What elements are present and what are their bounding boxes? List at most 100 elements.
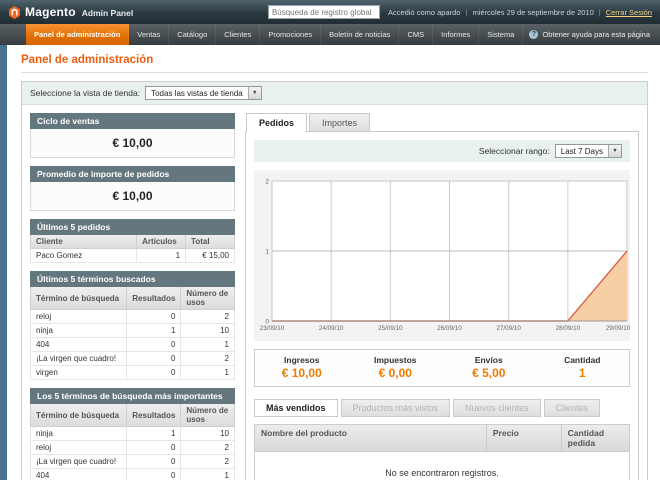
table-header-row: ClienteArtículosTotal bbox=[31, 235, 235, 249]
panel-title: Los 5 términos de búsqueda más important… bbox=[30, 388, 235, 404]
total-label: Cantidad bbox=[536, 355, 630, 365]
session-info: Accedió como apardo | miércoles 29 de se… bbox=[388, 8, 652, 17]
cell: 1 bbox=[127, 427, 181, 441]
column-header: Artículos bbox=[137, 235, 186, 249]
cell: 0 bbox=[127, 366, 181, 380]
panel-title: Últimos 5 pedidos bbox=[30, 219, 235, 235]
orders-chart: 01223/09/1024/09/1025/09/1026/09/1027/09… bbox=[254, 170, 630, 341]
cell: 0 bbox=[127, 310, 181, 324]
total-value: € 5,00 bbox=[442, 366, 536, 380]
nav-items: Panel de administraciónVentasCatálogoCli… bbox=[26, 24, 523, 45]
range-label: Seleccionar rango: bbox=[479, 146, 550, 156]
svg-text:25/09/10: 25/09/10 bbox=[378, 325, 403, 332]
svg-text:2: 2 bbox=[265, 179, 269, 186]
search-term-row[interactable]: ninja110 bbox=[31, 324, 235, 338]
cell: 404 bbox=[31, 469, 127, 480]
cell: 2 bbox=[181, 352, 235, 366]
sales-cycle-value: € 10,00 bbox=[30, 129, 235, 158]
report-tabs: Más vendidosProductos más vistosNuevos c… bbox=[254, 399, 630, 417]
nav-item-clientes[interactable]: Clientes bbox=[216, 24, 260, 45]
nav-item-cat-logo[interactable]: Catálogo bbox=[169, 24, 216, 45]
store-view-select[interactable]: Todas las vistas de tienda ▼ bbox=[145, 86, 262, 100]
orders-chart-svg: 01223/09/1024/09/1025/09/1026/09/1027/09… bbox=[256, 174, 634, 334]
tab-m-s-vendidos[interactable]: Más vendidos bbox=[254, 399, 338, 417]
column-header: Número de usos bbox=[181, 287, 235, 310]
total-ingresos: Ingresos€ 10,00 bbox=[255, 355, 349, 380]
tab-importes[interactable]: Importes bbox=[309, 113, 370, 131]
nav-item-promociones[interactable]: Promociones bbox=[260, 24, 321, 45]
search-term-row[interactable]: 40401 bbox=[31, 338, 235, 352]
cell: Paco Gomez bbox=[31, 249, 137, 263]
panel-title: Últimos 5 términos buscados bbox=[30, 271, 235, 287]
column-header: Término de búsqueda bbox=[31, 287, 127, 310]
search-term-row[interactable]: 40401 bbox=[31, 469, 235, 480]
dashboard-container: Seleccione la vista de tienda: Todas las… bbox=[21, 81, 648, 480]
cell: reloj bbox=[31, 441, 127, 455]
chart-tabs: PedidosImportes bbox=[245, 113, 639, 131]
cell: € 15,00 bbox=[186, 249, 235, 263]
help-link[interactable]: ? Obtener ayuda para esta página bbox=[529, 24, 660, 45]
order-row[interactable]: Paco Gomez1€ 15,00 bbox=[31, 249, 235, 263]
global-search-input[interactable] bbox=[268, 5, 380, 19]
cell: ¡La virgen que cuadro! bbox=[31, 352, 127, 366]
products-table-header: Nombre del productoPrecioCantidad pedida bbox=[254, 424, 630, 452]
order-row-table: ClienteArtículosTotalPaco Gomez1€ 15,00 bbox=[30, 235, 235, 263]
store-view-switcher: Seleccione la vista de tienda: Todas las… bbox=[22, 82, 647, 105]
logo-text: Magento bbox=[25, 5, 76, 19]
search-term-row[interactable]: reloj02 bbox=[31, 441, 235, 455]
sales-cycle-panel: Ciclo de ventas € 10,00 bbox=[30, 113, 235, 158]
logout-link[interactable]: Cerrar Sesión bbox=[606, 8, 652, 17]
dropdown-arrow-icon: ▼ bbox=[248, 87, 261, 99]
last-search-table-host: Término de búsquedaResultadosNúmero de u… bbox=[30, 287, 235, 380]
search-term-row[interactable]: ninja110 bbox=[31, 427, 235, 441]
range-select[interactable]: Last 7 Days ▼ bbox=[555, 144, 622, 158]
cell: 1 bbox=[181, 338, 235, 352]
column-header: Resultados bbox=[127, 287, 181, 310]
tab-nuevos-clientes[interactable]: Nuevos clientes bbox=[453, 399, 541, 417]
tab-pedidos[interactable]: Pedidos bbox=[246, 113, 307, 132]
cell: virgen bbox=[31, 366, 127, 380]
help-link-label: Obtener ayuda para esta página bbox=[542, 30, 650, 39]
help-icon: ? bbox=[529, 30, 538, 39]
last-orders-table-host: ClienteArtículosTotalPaco Gomez1€ 15,00 bbox=[30, 235, 235, 263]
total-env-os: Envíos€ 5,00 bbox=[442, 355, 536, 380]
total-value: € 0,00 bbox=[349, 366, 443, 380]
search-term-row[interactable]: ¡La virgen que cuadro!02 bbox=[31, 352, 235, 366]
cell: 0 bbox=[127, 455, 181, 469]
search-term-row-table: Término de búsquedaResultadosNúmero de u… bbox=[30, 287, 235, 380]
svg-text:27/09/10: 27/09/10 bbox=[496, 325, 521, 332]
logo-subtext: Admin Panel bbox=[82, 8, 133, 18]
total-value: 1 bbox=[536, 366, 630, 380]
top-search-table-host: Término de búsquedaResultadosNúmero de u… bbox=[30, 404, 235, 480]
search-term-row-table: Término de búsquedaResultadosNúmero de u… bbox=[30, 404, 235, 480]
search-term-row[interactable]: ¡La virgen que cuadro!02 bbox=[31, 455, 235, 469]
column-header: Precio bbox=[487, 425, 562, 451]
main-nav: Panel de administraciónVentasCatálogoCli… bbox=[0, 24, 660, 45]
nav-item-bolet-n-de-noticias[interactable]: Boletín de noticias bbox=[321, 24, 399, 45]
column-header: Término de búsqueda bbox=[31, 404, 127, 427]
column-header: Total bbox=[186, 235, 235, 249]
total-label: Impuestos bbox=[349, 355, 443, 365]
table-header-row: Término de búsquedaResultadosNúmero de u… bbox=[31, 404, 235, 427]
magento-logo: Magento Admin Panel bbox=[8, 5, 133, 19]
total-label: Envíos bbox=[442, 355, 536, 365]
tab-clientes[interactable]: Clientes bbox=[544, 399, 601, 417]
avg-order-panel: Promedio de importe de pedidos € 10,00 bbox=[30, 166, 235, 211]
search-term-row[interactable]: reloj02 bbox=[31, 310, 235, 324]
separator: | bbox=[599, 8, 601, 17]
nav-item-sistema[interactable]: Sistema bbox=[479, 24, 523, 45]
store-view-selected-value: Todas las vistas de tienda bbox=[146, 89, 248, 98]
column-header: Número de usos bbox=[181, 404, 235, 427]
current-date: miércoles 29 de septiembre de 2010 bbox=[472, 8, 593, 17]
nav-item-cms[interactable]: CMS bbox=[399, 24, 433, 45]
nav-item-informes[interactable]: Informes bbox=[433, 24, 479, 45]
page-body: Panel de administración Seleccione la vi… bbox=[0, 45, 660, 480]
cell: 0 bbox=[127, 352, 181, 366]
nav-item-ventas[interactable]: Ventas bbox=[129, 24, 169, 45]
total-impuestos: Impuestos€ 0,00 bbox=[349, 355, 443, 380]
tab-productos-m-s-vistos[interactable]: Productos más vistos bbox=[341, 399, 451, 417]
cell: 1 bbox=[137, 249, 186, 263]
nav-item-panel-de-administraci-n[interactable]: Panel de administración bbox=[26, 24, 129, 45]
store-view-label: Seleccione la vista de tienda: bbox=[30, 88, 140, 98]
search-term-row[interactable]: virgen01 bbox=[31, 366, 235, 380]
